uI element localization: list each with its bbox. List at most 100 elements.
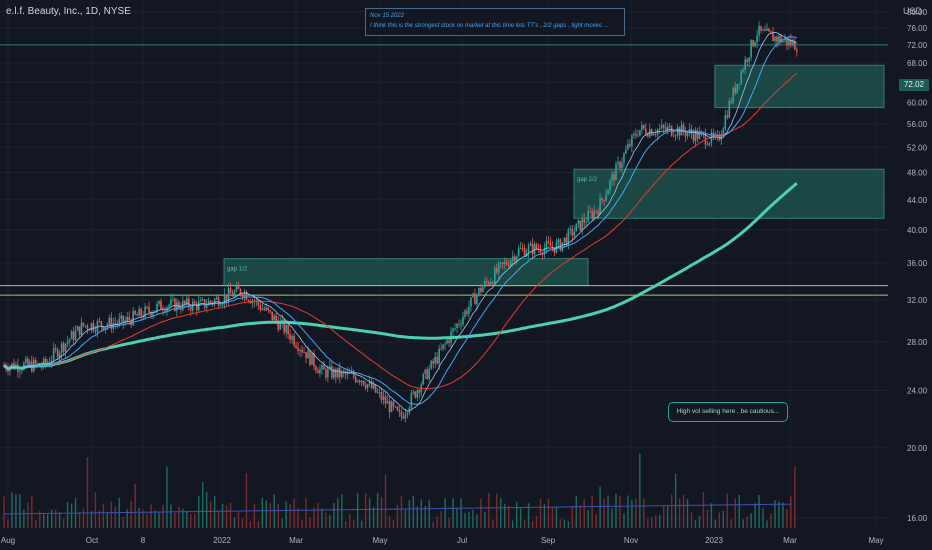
price-tick-label: 48.00 [907, 168, 928, 177]
candle-body [148, 307, 150, 312]
candle-body [108, 317, 111, 325]
volume-bar [527, 503, 530, 528]
time-tick-label: May [372, 536, 387, 545]
volume-bar [587, 509, 589, 528]
candle-body [641, 125, 643, 130]
candle-body [78, 326, 81, 336]
candle-body [625, 149, 627, 154]
volume-bar [47, 514, 49, 528]
volume-bar [269, 503, 271, 528]
volume-bar [138, 507, 140, 528]
volume-bar [547, 499, 550, 528]
volume-bar [11, 492, 13, 528]
candle-body [184, 300, 186, 304]
candle-body [217, 297, 220, 306]
candle-body [505, 261, 508, 265]
price-tick-label: 60.00 [907, 98, 928, 107]
candle-body [380, 392, 383, 401]
candle-body [438, 348, 440, 364]
candle-body [70, 331, 73, 340]
candle-body [313, 353, 315, 367]
volume-bar [317, 502, 319, 528]
candle-body [309, 350, 311, 365]
candle-body [120, 315, 123, 319]
volume-bar [508, 505, 510, 528]
volume-bar [615, 493, 617, 528]
candle-body [342, 370, 345, 373]
candle-body [750, 40, 752, 58]
candle-body [346, 372, 349, 375]
candle-body [652, 134, 655, 136]
candle-body [400, 411, 403, 417]
volume-bar [623, 513, 625, 528]
candle-body [102, 326, 105, 330]
volume-bar [436, 516, 438, 528]
candle-body [98, 321, 101, 322]
volume-bar [293, 498, 295, 528]
candle-body [269, 310, 272, 312]
candle-body [668, 125, 671, 127]
candle-body [90, 323, 93, 331]
candle-body [48, 361, 51, 363]
candle-body [484, 281, 486, 288]
volume-bar [261, 497, 264, 528]
volume-bar [472, 510, 474, 528]
candle-body [394, 406, 397, 408]
candle-body [507, 264, 510, 267]
volume-bar [710, 503, 713, 528]
candle-body [521, 247, 524, 249]
volume-bar [619, 495, 621, 528]
volume-bar [511, 520, 514, 528]
volume-bar [305, 497, 307, 528]
volume-bar [484, 511, 486, 528]
volume-callout[interactable]: High vol selling here , be cautious... [668, 402, 788, 422]
candle-body [654, 134, 657, 135]
candle-body [724, 115, 727, 129]
price-tick-label: 76.00 [907, 24, 928, 33]
candle-body [164, 310, 166, 312]
candle-body [434, 356, 436, 364]
candle-body [25, 358, 27, 363]
volume-bar [647, 519, 649, 528]
annotation-note[interactable]: Nov 15 2022 I think this is the stronges… [365, 8, 625, 36]
candle-body [794, 40, 796, 50]
candle-body [704, 133, 707, 145]
candle-body [573, 231, 576, 236]
candle-body [760, 25, 762, 31]
volume-bar [285, 501, 287, 528]
candle-body [728, 101, 731, 118]
volume-bar [714, 519, 717, 528]
volume-bar [209, 501, 212, 528]
candle-body [229, 288, 232, 294]
candle-body [476, 294, 478, 305]
volume-bar [523, 519, 526, 528]
candle-body [627, 144, 629, 150]
volume-bar [500, 498, 502, 528]
candle-body [619, 161, 621, 169]
candle-body [186, 298, 188, 304]
candle-body [523, 247, 526, 257]
candle-body [660, 125, 663, 129]
volume-bar [7, 519, 9, 528]
volume-bar [380, 497, 383, 528]
candle-body [376, 392, 379, 393]
candle-body [335, 369, 337, 378]
candle-body [454, 327, 456, 329]
price-tick-label: 28.00 [907, 338, 928, 347]
volume-bar [722, 510, 725, 528]
candle-body [235, 285, 238, 292]
volume-bar [662, 505, 665, 528]
volume-bar [456, 508, 458, 528]
candle-body [460, 324, 462, 326]
candle-body [189, 307, 192, 311]
candle-body [780, 36, 782, 43]
candle-body [559, 239, 562, 251]
time-tick-label: Oct [86, 536, 99, 545]
candle-body [154, 310, 156, 313]
candle-body [790, 39, 792, 46]
candle-body [158, 300, 160, 304]
candle-body [209, 300, 212, 303]
candle-body [36, 363, 39, 364]
volume-bar [599, 486, 601, 528]
